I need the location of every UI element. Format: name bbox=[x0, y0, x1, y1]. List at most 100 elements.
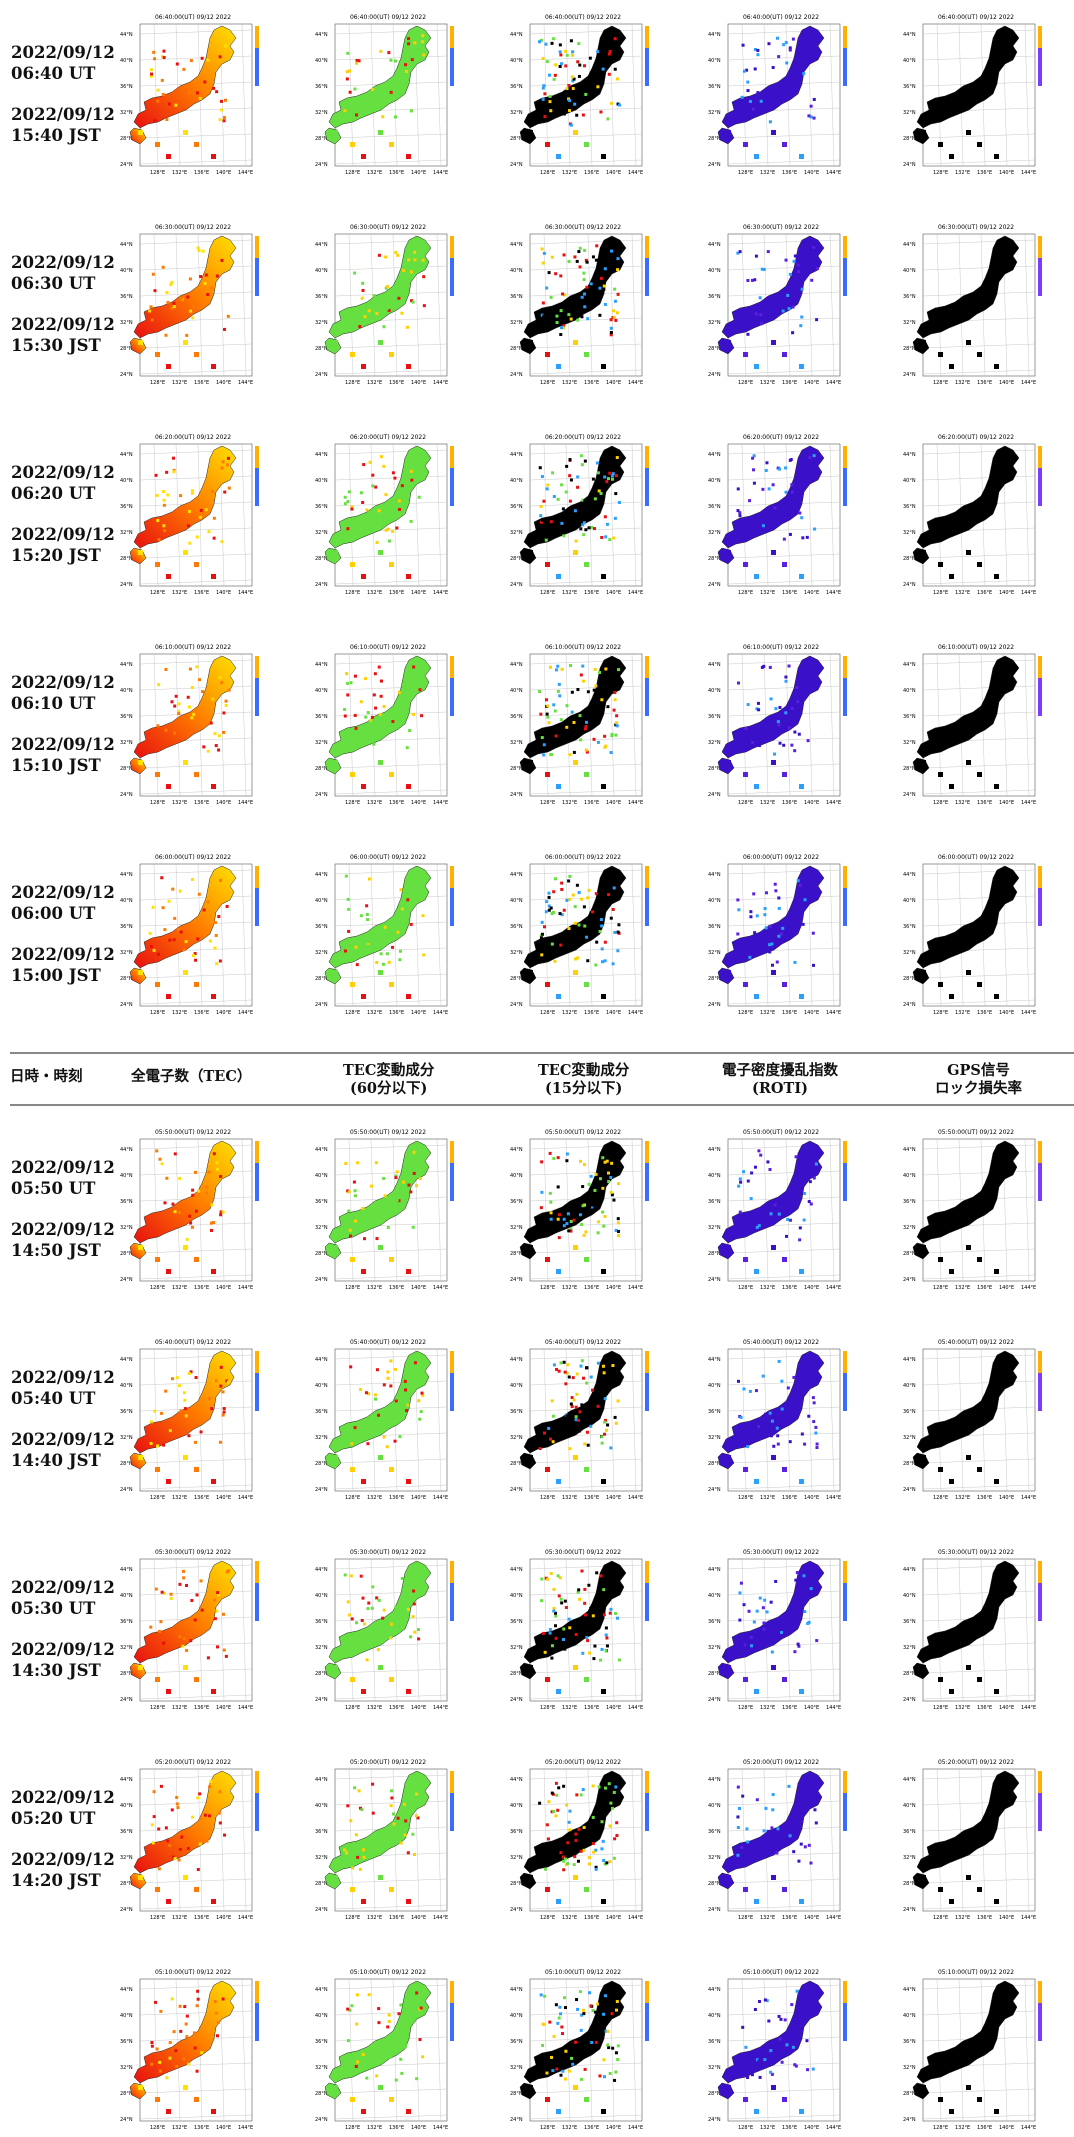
island-station bbox=[361, 1269, 366, 1274]
lat-tick-label: 32°N bbox=[708, 740, 721, 746]
grid-line bbox=[829, 443, 835, 587]
map-title: 06:20:00(UT) 09/12 2022 bbox=[743, 434, 819, 441]
station-dot bbox=[365, 508, 369, 512]
station-dot bbox=[552, 495, 556, 499]
station-dot bbox=[544, 698, 548, 702]
station-dot bbox=[387, 539, 391, 543]
lat-tick-label: 24°N bbox=[315, 2117, 328, 2123]
grid-line bbox=[139, 1904, 253, 1910]
island-station bbox=[194, 562, 199, 567]
lon-tick-label: 144°E bbox=[628, 170, 643, 176]
station-dot bbox=[223, 1833, 227, 1837]
station-dot bbox=[570, 1405, 574, 1409]
station-dot bbox=[791, 37, 795, 41]
island-station bbox=[799, 154, 804, 159]
station-dot bbox=[600, 1847, 604, 1851]
lon-tick-label: 132°E bbox=[760, 1495, 775, 1501]
grid-line bbox=[139, 1274, 253, 1280]
grid-line bbox=[922, 1878, 1036, 1884]
lat-tick-label: 32°N bbox=[120, 320, 133, 326]
grid-line bbox=[829, 863, 835, 1007]
colorbar bbox=[843, 1141, 847, 1201]
grid-line bbox=[631, 233, 637, 377]
station-dot bbox=[409, 270, 413, 274]
island-station bbox=[938, 982, 943, 987]
station-dot bbox=[566, 1841, 570, 1845]
station-dot bbox=[559, 309, 563, 313]
station-dot bbox=[198, 678, 202, 682]
station-dot bbox=[585, 1430, 589, 1434]
station-dot bbox=[371, 87, 375, 91]
station-dot bbox=[366, 1442, 370, 1446]
grid-line bbox=[922, 1248, 1036, 1254]
lat-tick-label: 24°N bbox=[510, 372, 523, 378]
grid-line bbox=[631, 1138, 637, 1282]
station-dot bbox=[550, 1399, 554, 1403]
grid-line bbox=[529, 1248, 643, 1254]
station-dot bbox=[550, 1656, 554, 1660]
station-dot bbox=[168, 938, 172, 942]
colorbar-top bbox=[843, 866, 847, 888]
japan-landmass bbox=[328, 235, 432, 339]
lat-tick-label: 32°N bbox=[903, 2065, 916, 2071]
station-dot bbox=[559, 1209, 563, 1213]
station-dot bbox=[567, 1820, 571, 1824]
island-station bbox=[350, 1887, 355, 1892]
island-station bbox=[333, 1875, 338, 1880]
colorbar bbox=[255, 1351, 259, 1411]
station-dot bbox=[371, 473, 375, 477]
station-dot bbox=[613, 698, 617, 702]
station-dot bbox=[610, 1806, 614, 1810]
island-station bbox=[194, 1257, 199, 1262]
station-dot bbox=[777, 931, 781, 935]
station-dot bbox=[227, 486, 231, 490]
colorbar bbox=[645, 1771, 649, 1831]
station-dot bbox=[572, 1431, 576, 1435]
japan-landmass bbox=[721, 655, 825, 759]
station-dot bbox=[151, 272, 155, 276]
station-dot bbox=[419, 2006, 423, 2010]
station-dot bbox=[809, 104, 813, 108]
station-dot bbox=[614, 1612, 618, 1616]
lat-tick-label: 40°N bbox=[708, 268, 721, 274]
station-dot bbox=[578, 1597, 582, 1601]
station-dot bbox=[347, 2067, 351, 2071]
station-dot bbox=[183, 1407, 187, 1411]
station-dot bbox=[227, 1569, 231, 1573]
station-dot bbox=[609, 1607, 613, 1611]
station-dot bbox=[188, 1214, 192, 1218]
station-dot bbox=[547, 908, 551, 912]
grid-line bbox=[829, 1138, 835, 1282]
grid-line bbox=[829, 1768, 835, 1912]
jst-date: 2022/09/12 bbox=[11, 945, 115, 964]
station-dot bbox=[604, 667, 608, 671]
station-dot bbox=[371, 1782, 375, 1786]
station-dot bbox=[366, 1607, 370, 1611]
station-dot bbox=[362, 463, 366, 467]
japan-landmass bbox=[133, 865, 237, 969]
island-station bbox=[155, 1677, 160, 1682]
island-station bbox=[155, 982, 160, 987]
jst-time: 2022/09/12 14:40 JST bbox=[11, 1429, 115, 1471]
station-dot bbox=[793, 1650, 797, 1654]
station-dot bbox=[221, 460, 225, 464]
station-dot bbox=[770, 1206, 774, 1210]
grid-line bbox=[241, 863, 247, 1007]
station-dot bbox=[609, 1801, 613, 1805]
island-station bbox=[389, 562, 394, 567]
station-dot bbox=[585, 260, 589, 264]
lon-tick-label: 140°E bbox=[804, 1915, 819, 1921]
lat-tick-label: 40°N bbox=[315, 1173, 328, 1179]
station-dot bbox=[401, 86, 405, 90]
lon-tick-label: 140°E bbox=[411, 1495, 426, 1501]
station-dot bbox=[195, 665, 199, 669]
station-dot bbox=[398, 1418, 402, 1422]
lon-tick-label: 144°E bbox=[238, 1495, 253, 1501]
lat-tick-label: 24°N bbox=[510, 582, 523, 588]
lat-tick-label: 40°N bbox=[120, 1173, 133, 1179]
station-dot bbox=[422, 953, 426, 957]
station-dot bbox=[761, 487, 765, 491]
station-dot bbox=[579, 1159, 583, 1163]
station-dot bbox=[353, 1194, 357, 1198]
station-dot bbox=[395, 506, 399, 510]
